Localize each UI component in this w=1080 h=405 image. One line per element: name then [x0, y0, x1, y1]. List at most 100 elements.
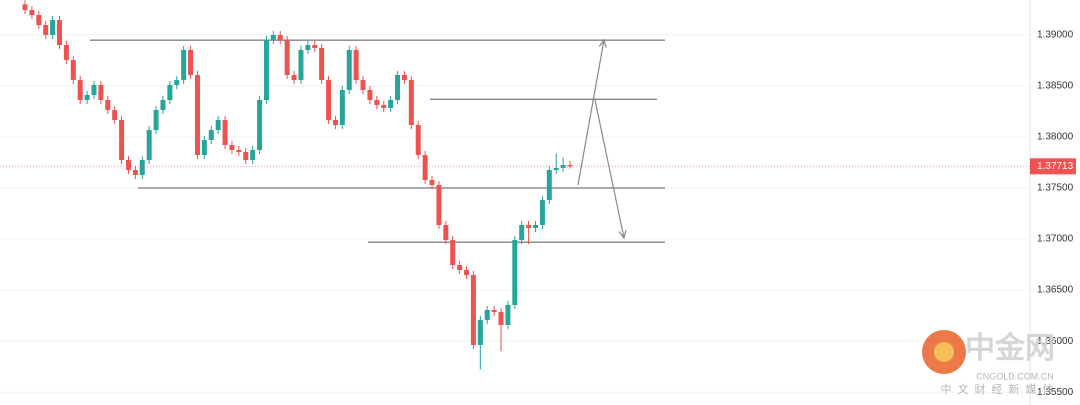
y-tick-label: 1.35500: [1037, 387, 1074, 398]
candle-body: [146, 130, 152, 160]
candle-body: [388, 100, 394, 108]
candle-body: [505, 305, 511, 325]
watermark: 中金网 CNGOLD.COM.CN 中文财经新媒体: [922, 330, 1060, 396]
candle-body: [415, 125, 421, 155]
candle-body: [277, 35, 283, 40]
candle-body: [339, 90, 345, 125]
candle-body: [43, 25, 49, 35]
candle-body: [546, 170, 552, 200]
candle-body: [395, 75, 401, 100]
candle-body: [243, 152, 249, 160]
candle-body: [125, 160, 131, 170]
candle-body: [236, 150, 242, 153]
candle-body: [29, 10, 35, 15]
candle-body: [498, 312, 504, 325]
candle-body: [484, 310, 490, 320]
candle-body: [174, 80, 180, 85]
candle-body: [132, 170, 138, 175]
candle-body: [91, 85, 97, 95]
arrow-line: [577, 39, 605, 186]
candle-body: [63, 45, 69, 60]
candle-body: [422, 155, 428, 180]
candle-body: [298, 50, 304, 80]
last-price-label: 1.37713: [1037, 161, 1074, 172]
candle-body: [291, 75, 297, 80]
candle-body: [326, 80, 332, 120]
logo-inner: [934, 342, 954, 362]
candle-body: [167, 85, 173, 100]
candle-body: [250, 150, 256, 160]
candle-body: [36, 15, 42, 25]
y-tick-label: 1.37500: [1037, 183, 1074, 194]
candle-body: [457, 265, 463, 270]
arrow-line: [594, 99, 625, 239]
candle-body: [222, 120, 228, 145]
candle-body: [50, 20, 56, 35]
candle-body: [181, 50, 187, 80]
candle-body: [429, 180, 435, 185]
y-tick-label: 1.38000: [1037, 132, 1074, 143]
candle-body: [263, 40, 269, 100]
arrow-head: [598, 38, 607, 48]
candle-body: [84, 95, 90, 100]
watermark-title: 中金网: [965, 331, 1055, 365]
y-tick-label: 1.36000: [1037, 336, 1074, 347]
candle-body: [332, 120, 338, 125]
candle-body: [533, 225, 539, 228]
candle-body: [229, 145, 235, 150]
candle-body: [526, 225, 532, 228]
candle-body: [70, 60, 76, 80]
candle-body: [464, 270, 470, 275]
watermark-tagline: 中文财经新媒体: [941, 382, 1060, 396]
candle-body: [160, 100, 166, 110]
candle-body: [353, 50, 359, 80]
candle-body: [512, 240, 518, 305]
candle-body: [450, 240, 456, 265]
candle-body: [105, 100, 111, 110]
candle-body: [215, 120, 221, 130]
candle-body: [257, 100, 263, 150]
candle-body: [346, 50, 352, 90]
candle-body: [491, 310, 497, 313]
candle-body: [374, 100, 380, 105]
arrow-head: [618, 230, 627, 240]
watermark-site: CNGOLD.COM.CN: [976, 371, 1054, 381]
last-price-box: [1030, 158, 1076, 175]
candle-body: [312, 45, 318, 48]
candle-body: [208, 130, 214, 140]
candle-body: [560, 165, 566, 168]
candle-body: [381, 105, 387, 108]
candle-body: [119, 120, 125, 160]
y-tick-label: 1.36500: [1037, 285, 1074, 296]
candle-body: [188, 50, 194, 75]
candle-body: [284, 40, 290, 75]
candle-body: [401, 75, 407, 80]
candle-body: [77, 80, 83, 100]
candle-body: [112, 110, 118, 120]
candle-body: [519, 225, 525, 240]
candle-body: [567, 165, 573, 167]
candle-body: [477, 320, 483, 345]
candle-body: [139, 160, 145, 175]
candle-body: [319, 47, 325, 80]
candle-body: [98, 85, 104, 100]
candle-body: [408, 80, 414, 125]
candle-body: [153, 110, 159, 130]
candle-body: [201, 140, 207, 155]
candle-body: [367, 90, 373, 100]
candle-body: [436, 185, 442, 225]
y-tick-label: 1.39000: [1037, 30, 1074, 41]
candle-body: [194, 75, 200, 155]
candle-body: [539, 200, 545, 225]
y-tick-label: 1.37000: [1037, 234, 1074, 245]
candle-body: [305, 45, 311, 50]
candle-body: [360, 80, 366, 90]
candle-body: [470, 275, 476, 345]
candle-body: [56, 20, 62, 45]
candle-body: [270, 35, 276, 40]
candle-body: [443, 225, 449, 240]
y-tick-label: 1.38500: [1037, 81, 1074, 92]
candle-body: [553, 167, 559, 170]
candle-body: [22, 4, 28, 10]
